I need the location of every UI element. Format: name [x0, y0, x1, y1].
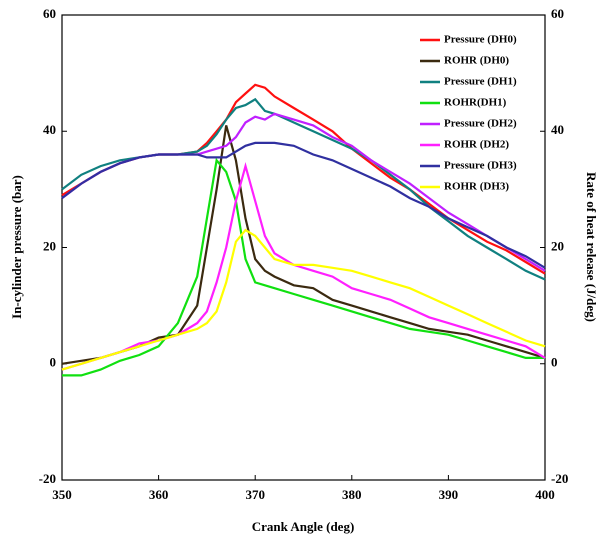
y-tick-label: 40 [43, 122, 56, 137]
legend-label: ROHR(DH1) [444, 97, 507, 109]
legend-label: ROHR (DH0) [444, 55, 509, 67]
legend-label: ROHR (DH3) [444, 181, 509, 193]
y-tick-label: 0 [50, 355, 57, 370]
series-line [61, 141, 546, 269]
x-tick-label: 380 [342, 487, 362, 502]
x-tick-label: 400 [535, 487, 555, 502]
y2-tick-label: 40 [551, 122, 564, 137]
legend-label: ROHR (DH2) [444, 139, 509, 151]
y2-tick-label: 60 [551, 6, 564, 21]
x-tick-label: 370 [245, 487, 265, 502]
x-tick-label: 350 [52, 487, 72, 502]
series-line [61, 83, 546, 275]
y-tick-label: -20 [39, 471, 56, 486]
y-axis-title: In-cylinder pressure (bar) [9, 175, 24, 319]
series-line [61, 125, 546, 365]
y2-axis-title: Rate of heat release (J/deg) [584, 172, 599, 322]
y-tick-label: 60 [43, 6, 56, 21]
y2-tick-label: 0 [551, 355, 558, 370]
series-line [62, 157, 545, 377]
y2-tick-label: -20 [551, 471, 568, 486]
y2-tick-label: 20 [551, 238, 564, 253]
legend-label: Pressure (DH3) [444, 160, 517, 172]
x-tick-label: 390 [439, 487, 459, 502]
legend-label: Pressure (DH2) [444, 118, 517, 130]
series-line [61, 228, 546, 371]
x-tick-label: 360 [149, 487, 169, 502]
y-tick-label: 20 [43, 238, 56, 253]
series-line [61, 161, 546, 371]
legend-label: Pressure (DH1) [444, 76, 517, 88]
x-axis-title: Crank Angle (deg) [252, 519, 355, 534]
legend-label: Pressure (DH0) [444, 34, 517, 46]
